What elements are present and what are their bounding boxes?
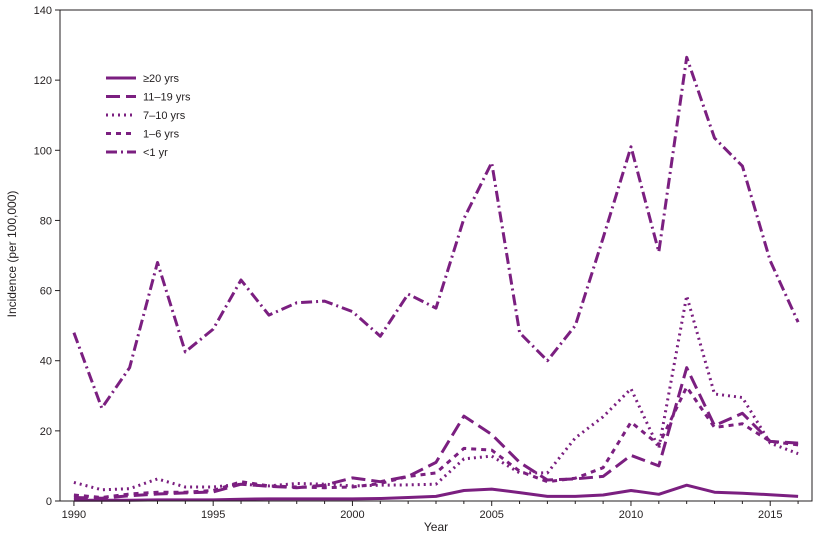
legend: ≥20 yrs 11–19 yrs 7–10 yrs 1–6 yrs <1 yr — [106, 73, 191, 159]
x-tick-label: 2005 — [479, 509, 503, 521]
x-axis-title: Year — [424, 520, 448, 534]
y-axis-title: Incidence (per 100,000) — [5, 191, 19, 318]
x-tick-label: 2000 — [340, 509, 364, 521]
x-tick-label: 2015 — [758, 509, 782, 521]
y-tick-label: 40 — [40, 356, 52, 368]
series-line-3 — [73, 385, 799, 499]
series-line-1 — [73, 366, 799, 500]
x-tick-label: 2010 — [619, 509, 643, 521]
series-line-4 — [72, 55, 800, 410]
y-tick-label: 100 — [34, 145, 52, 157]
x-tick-label: 1990 — [62, 509, 86, 521]
y-tick-label: 20 — [40, 426, 52, 438]
y-tick-label: 60 — [40, 286, 52, 298]
legend-label-1: 11–19 yrs — [143, 92, 191, 104]
legend-label-4: <1 yr — [143, 147, 168, 159]
series-line-0 — [73, 483, 799, 502]
y-tick-label: 80 — [40, 215, 52, 227]
series-line-2 — [73, 294, 799, 492]
axes: 0 20 40 60 80 100 120 140 1990 1995 2000 2005 2010 20… — [34, 5, 813, 521]
x-tick-label: 1995 — [201, 509, 225, 521]
plot-area — [72, 55, 800, 502]
y-tick-label: 0 — [46, 496, 52, 508]
legend-label-3: 1–6 yrs — [143, 129, 180, 141]
y-tick-label: 140 — [34, 5, 52, 17]
y-tick-label: 120 — [34, 75, 52, 87]
legend-label-0: ≥20 yrs — [143, 73, 179, 85]
legend-label-2: 7–10 yrs — [143, 110, 186, 122]
